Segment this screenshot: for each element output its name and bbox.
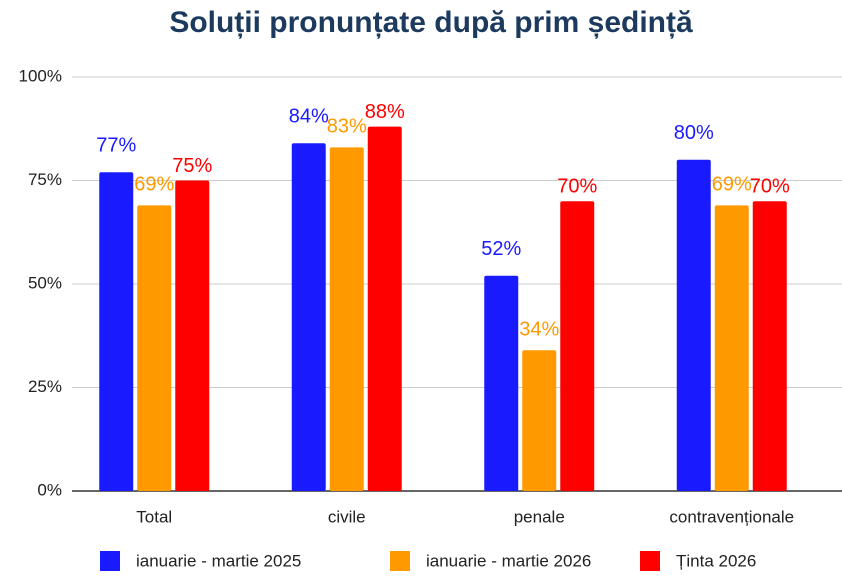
legend-swatch [390,551,410,571]
value-label: 52% [481,238,521,260]
bar [137,205,172,491]
bar [560,201,595,491]
y-tick-label: 25% [28,377,62,396]
bar [676,159,711,492]
value-label: 70% [557,175,597,197]
bar [329,147,364,491]
y-tick-label: 100% [19,66,62,85]
value-label: 69% [134,174,174,196]
y-tick-label: 0% [37,480,62,499]
value-label: 80% [674,122,714,144]
bar [367,126,402,492]
legend-swatch [100,551,120,571]
bar [714,205,749,491]
y-tick-label: 50% [28,273,62,292]
legend-label: ianuarie - martie 2025 [136,551,301,570]
value-label: 88% [365,101,405,123]
value-label: 69% [712,174,752,196]
bar [175,180,210,491]
value-label: 84% [289,106,329,128]
bar [291,143,326,492]
value-label: 34% [519,319,559,341]
x-tick-label: civile [328,507,366,526]
bar [522,350,557,491]
value-label: 70% [750,175,790,197]
bar [99,172,134,491]
x-tick-label: penale [514,507,565,526]
value-label: 75% [172,155,212,177]
x-tick-label: Total [136,507,172,526]
y-tick-label: 75% [28,170,62,189]
value-label: 83% [327,116,367,138]
value-label: 77% [96,135,136,157]
x-tick-label: contravenționale [669,507,794,526]
legend-label: ianuarie - martie 2026 [426,551,591,570]
bar [484,275,519,491]
legend-swatch [640,551,660,571]
chart-title: Soluții pronunțate după prim ședință [169,6,693,39]
bar [752,201,787,491]
legend-label: Ținta 2026 [676,551,756,570]
